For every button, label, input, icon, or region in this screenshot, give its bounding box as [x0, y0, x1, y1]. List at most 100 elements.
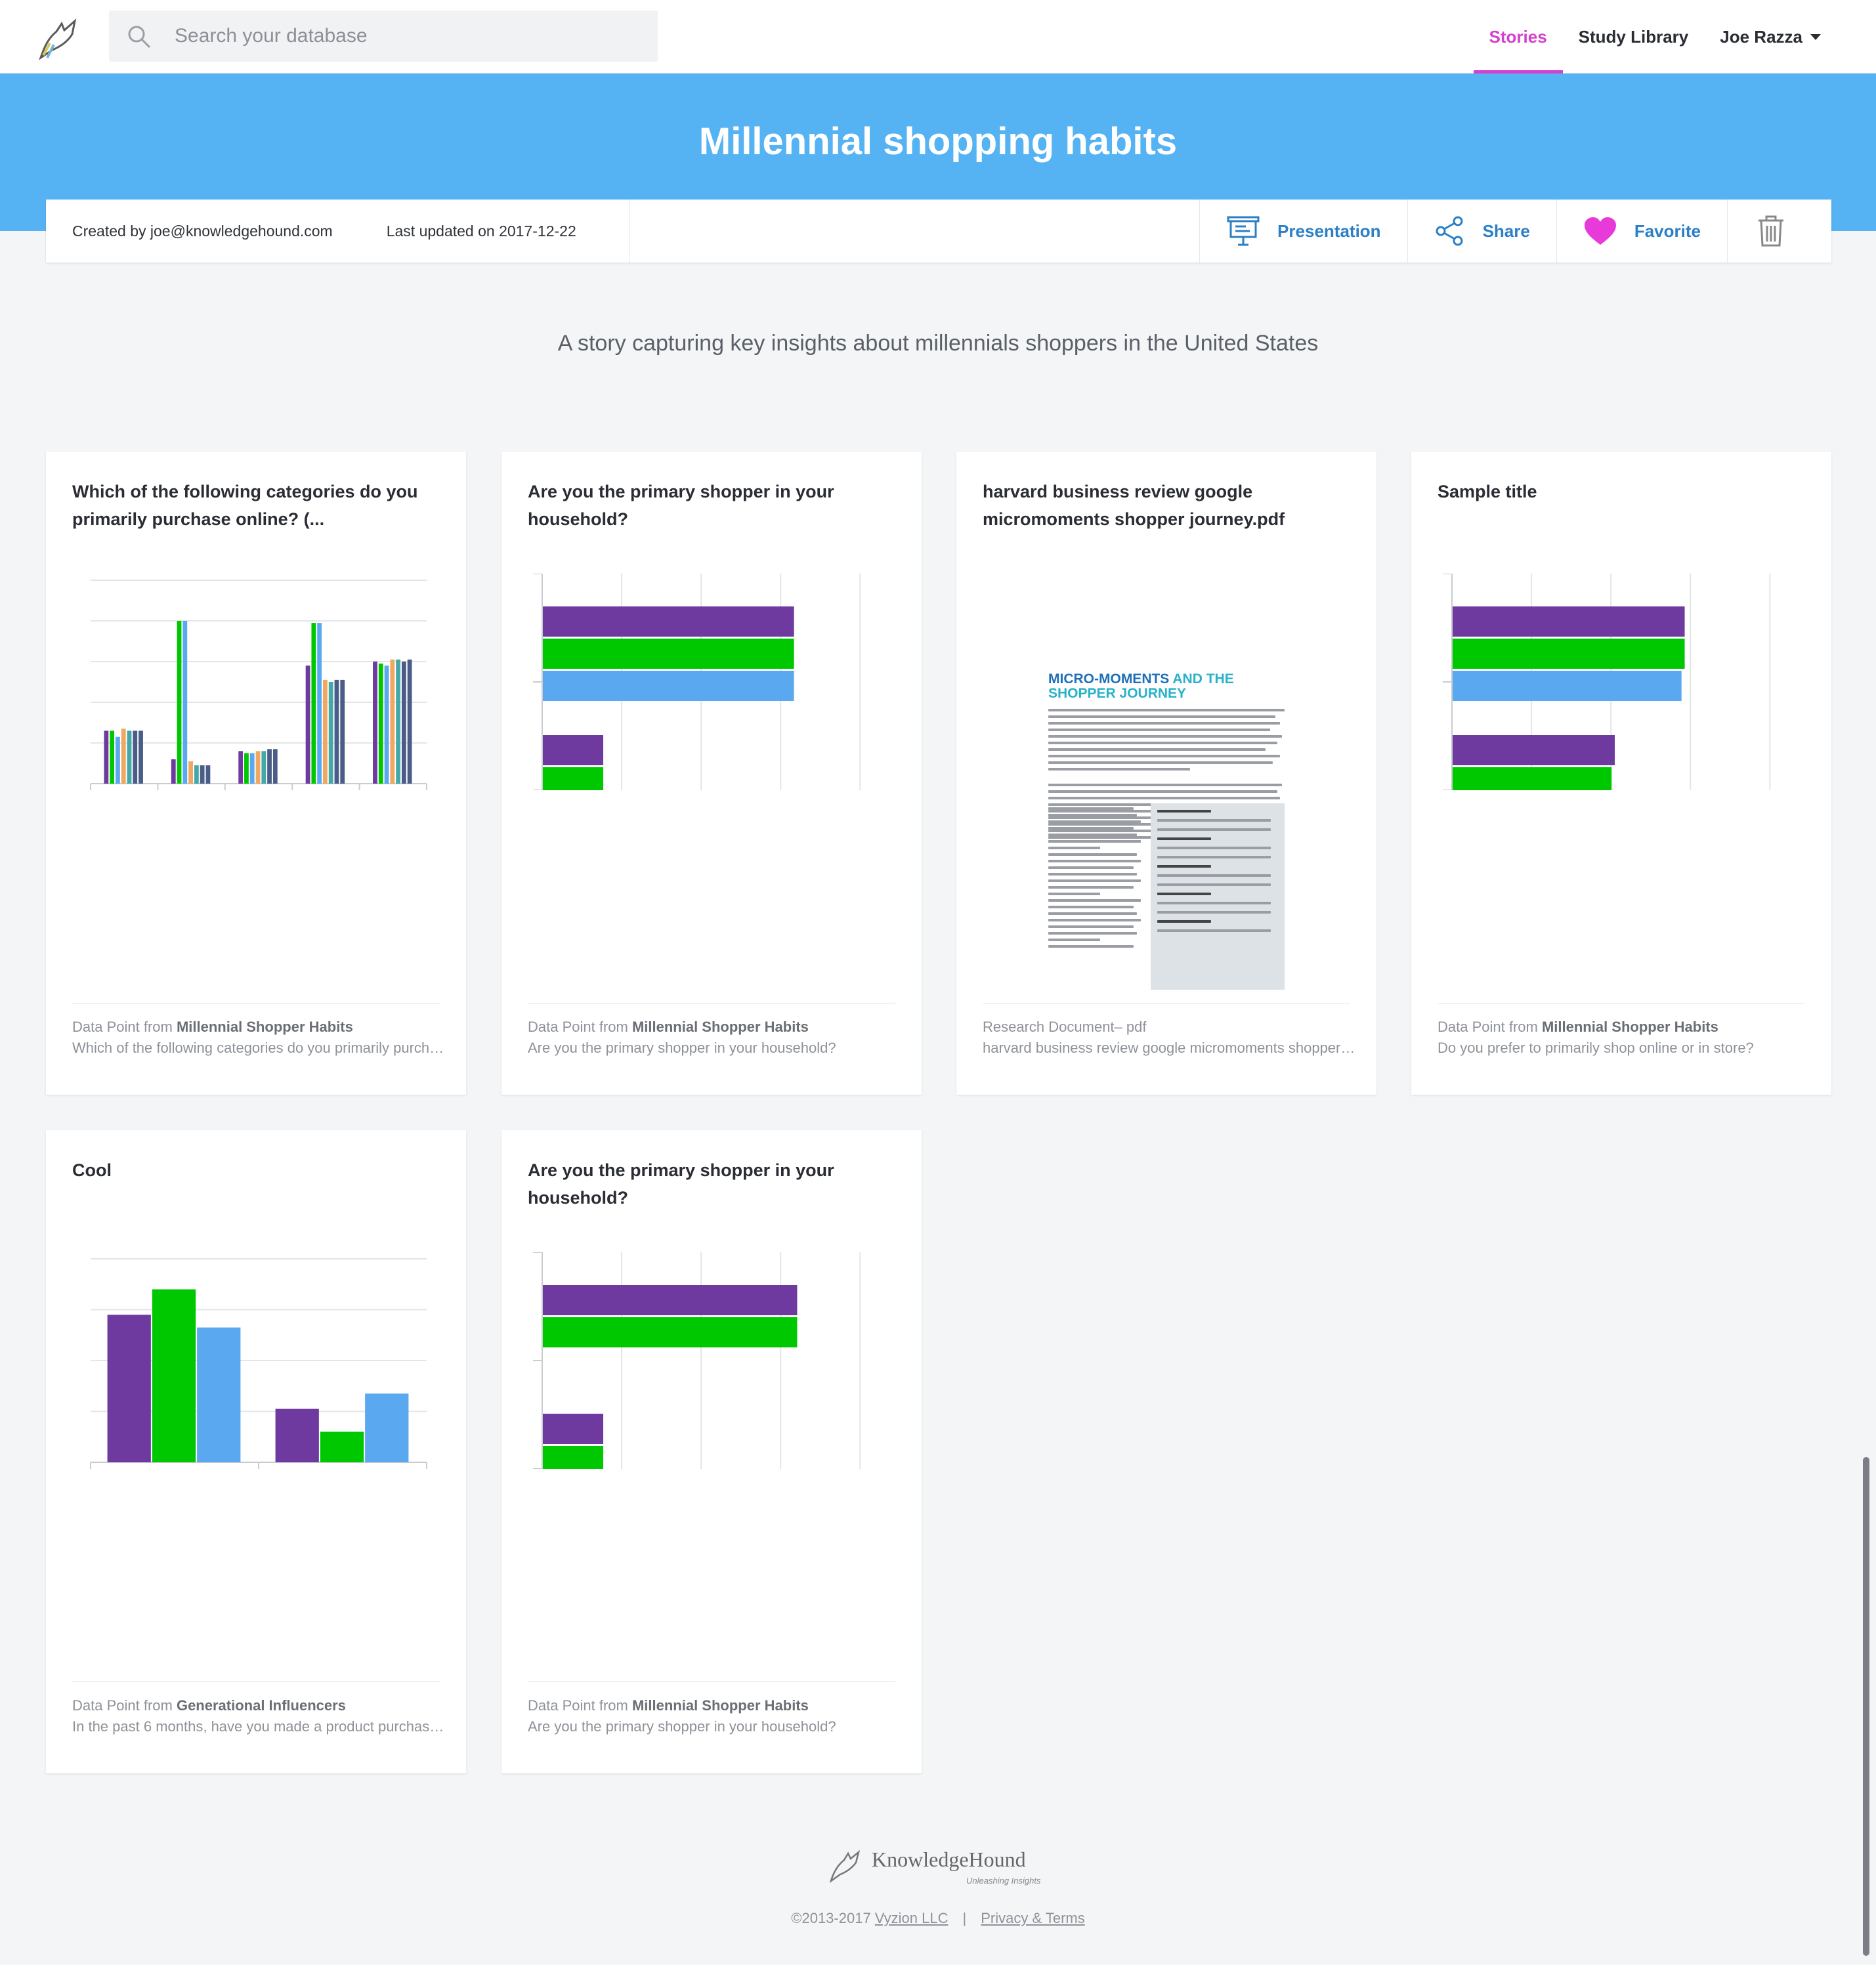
doc-box-line: [1157, 856, 1271, 858]
card-chart: [90, 580, 427, 790]
doc-text-line: [1048, 768, 1190, 771]
bar: [1453, 671, 1682, 701]
source-name: Millennial Shopper Habits: [176, 1019, 353, 1035]
card-source: Research Document– pdf: [983, 1019, 1357, 1036]
copyright: ©2013-2017: [791, 1910, 875, 1926]
doc-text-line: [1048, 847, 1101, 849]
card-source: Data Point from Millennial Shopper Habit…: [528, 1697, 902, 1714]
doc-box-line: [1157, 920, 1211, 923]
doc-text-line: [1048, 840, 1141, 843]
source-name: Millennial Shopper Habits: [1541, 1019, 1718, 1035]
doc-box-line: [1157, 902, 1271, 904]
nav-study-library[interactable]: Study Library: [1578, 26, 1689, 47]
doc-text-line: [1048, 925, 1134, 928]
bar: [378, 664, 383, 784]
bar: [110, 730, 115, 784]
knowledgehound-logo-icon[interactable]: [35, 12, 85, 62]
bar: [543, 767, 604, 790]
scrollbar-thumb[interactable]: [1863, 1457, 1869, 1956]
search-bar: [109, 11, 658, 62]
bar: [390, 659, 395, 784]
doc-heading-part2: AND THE: [1169, 671, 1234, 687]
card-title: harvard business review google micromome…: [983, 482, 1285, 529]
story-card-3[interactable]: harvard business review google micromome…: [956, 452, 1376, 1095]
card-title: Are you the primary shopper in your hous…: [528, 1160, 834, 1208]
bar: [121, 729, 126, 784]
source-name: Millennial Shopper Habits: [631, 1019, 809, 1035]
bar: [194, 765, 199, 784]
doc-text-line: [1048, 873, 1138, 876]
favorite-button[interactable]: Favorite: [1556, 200, 1727, 263]
bar: [311, 623, 316, 784]
search-input[interactable]: [175, 11, 647, 62]
card-chart: [533, 574, 861, 790]
bar: [200, 765, 205, 784]
footer-tagline: Unleashing Insights: [966, 1876, 1041, 1886]
doc-box-line: [1157, 865, 1211, 868]
nav-stories[interactable]: Stories: [1473, 0, 1563, 74]
bar: [139, 730, 143, 784]
bar: [107, 1315, 151, 1462]
doc-heading-part1: MICRO-MOMENTS: [1048, 671, 1170, 687]
bar: [543, 1414, 604, 1444]
card-source: Data Point from Millennial Shopper Habit…: [72, 1019, 446, 1036]
document-preview: MICRO-MOMENTS AND THE SHOPPER JOURNEY: [1048, 672, 1285, 994]
card-divider: [528, 1003, 895, 1004]
bar: [543, 1317, 798, 1347]
card-question: Are you the primary shopper in your hous…: [528, 1040, 836, 1056]
top-nav: Stories Study Library Joe Razza: [0, 0, 1876, 74]
story-title: Millennial shopping habits: [698, 120, 1178, 163]
doc-text-line: [1048, 893, 1101, 895]
bar: [543, 639, 794, 669]
story-card-1[interactable]: Which of the following categories do you…: [46, 452, 466, 1095]
bar: [1453, 639, 1685, 669]
bar: [328, 682, 333, 784]
source-prefix: Data Point from: [72, 1697, 177, 1714]
story-card-2[interactable]: Are you the primary shopper in your hous…: [501, 452, 922, 1095]
card-question: Which of the following categories do you…: [72, 1040, 446, 1056]
privacy-link[interactable]: Privacy & Terms: [981, 1910, 1085, 1926]
story-card-4[interactable]: Sample title Data Point from Millennial …: [1411, 452, 1831, 1095]
delete-button[interactable]: [1727, 200, 1831, 263]
doc-box-line: [1157, 929, 1271, 932]
caret-down-icon: [1810, 33, 1821, 40]
presentation-icon: [1227, 216, 1260, 246]
company-link[interactable]: Vyzion LLC: [874, 1910, 949, 1926]
doc-text-line: [1048, 784, 1283, 786]
document-sidebar-box: [1151, 803, 1285, 990]
card-source: Data Point from Generational Influencers: [72, 1697, 446, 1714]
bar: [320, 1431, 364, 1462]
doc-text-line: [1048, 722, 1280, 725]
presentation-button[interactable]: Presentation: [1199, 200, 1407, 263]
user-name: Joe Razza: [1720, 26, 1802, 47]
card-divider: [72, 1681, 440, 1682]
doc-text-line: [1048, 866, 1134, 869]
story-card-6[interactable]: Are you the primary shopper in your hous…: [501, 1130, 922, 1773]
doc-box-line: [1157, 810, 1211, 813]
doc-box-line: [1157, 911, 1271, 914]
card-question: In the past 6 months, have you made a pr…: [72, 1718, 446, 1735]
bar: [182, 621, 188, 784]
user-menu[interactable]: Joe Razza: [1704, 0, 1837, 74]
doc-text-line: [1048, 709, 1285, 711]
doc-text-line: [1048, 853, 1138, 856]
card-chart: [533, 1252, 861, 1469]
doc-text-line: [1048, 834, 1138, 836]
bar: [543, 671, 794, 701]
bar: [127, 730, 132, 784]
card-divider: [983, 1003, 1350, 1004]
heart-icon: [1584, 217, 1616, 245]
footer-separator: |: [962, 1910, 967, 1926]
source-prefix: Data Point from: [72, 1019, 177, 1035]
doc-text-line: [1048, 755, 1280, 757]
share-label: Share: [1482, 221, 1530, 241]
doc-box-line: [1157, 883, 1271, 886]
bar: [171, 759, 176, 784]
story-card-5[interactable]: Cool Data Point from Generational Influe…: [46, 1130, 466, 1773]
card-title: Which of the following categories do you…: [72, 482, 418, 529]
document-heading-line2: SHOPPER JOURNEY: [1048, 687, 1285, 701]
doc-text-line: [1048, 945, 1134, 948]
share-button[interactable]: Share: [1407, 200, 1556, 263]
bar: [188, 761, 193, 784]
nav-links: Stories Study Library Joe Razza: [1473, 0, 1837, 74]
